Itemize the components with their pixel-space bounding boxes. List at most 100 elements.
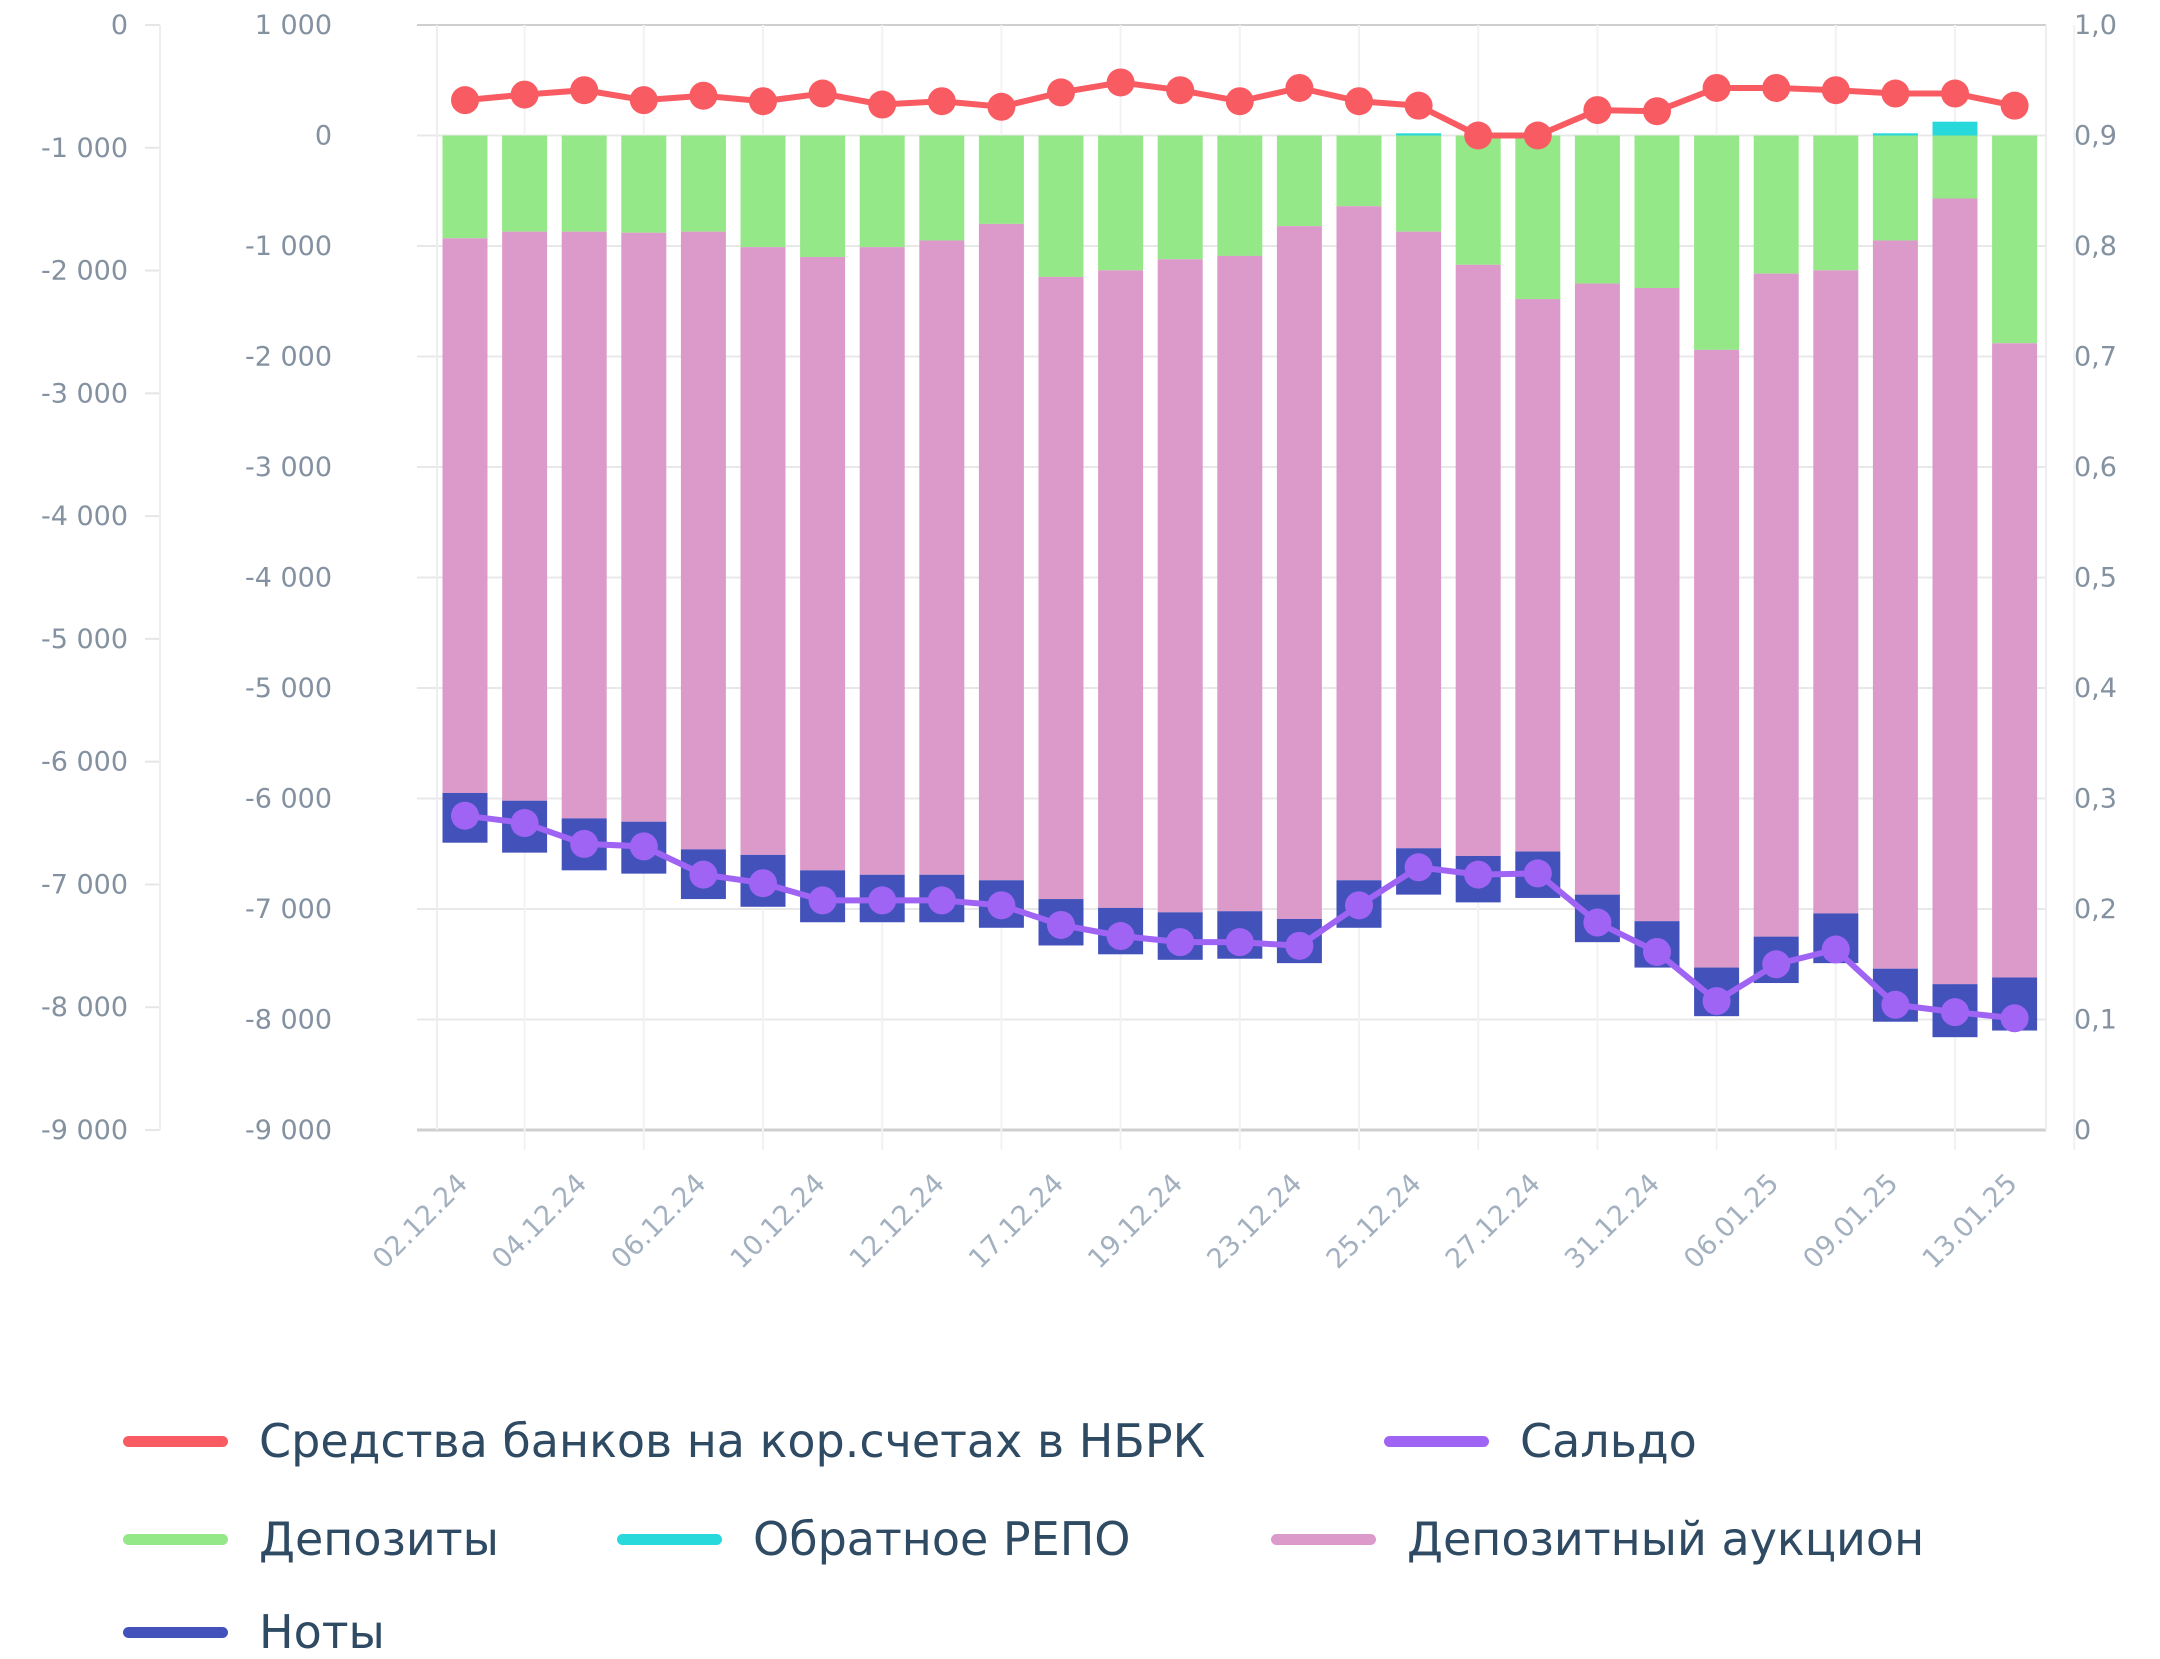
- point-Средства банков на кор.счетах в НБРК[interactable]: [1345, 87, 1373, 116]
- point-Средства банков на кор.счетах в НБРК[interactable]: [1881, 79, 1910, 108]
- bar-Депозитный аукцион[interactable]: [1694, 349, 1740, 968]
- bar-Депозитный аукцион[interactable]: [1932, 198, 1978, 985]
- point-Сальдо[interactable]: [868, 886, 897, 915]
- point-Средства банков на кор.счетах в НБРК[interactable]: [1941, 79, 1969, 108]
- point-Средства банков на кор.счетах в НБРК[interactable]: [1225, 87, 1254, 116]
- bar-Депозитный аукцион[interactable]: [740, 247, 786, 855]
- legend-item-label[interactable]: Сальдо: [1520, 1414, 1697, 1468]
- bar-Депозитный аукцион[interactable]: [1276, 226, 1322, 919]
- bar-Депозиты[interactable]: [680, 135, 726, 232]
- point-Средства банков на кор.счетах в НБРК[interactable]: [2000, 91, 2029, 120]
- point-Сальдо[interactable]: [1941, 998, 1969, 1027]
- bar-Депозиты[interactable]: [621, 135, 667, 233]
- bar-Депозитный аукцион[interactable]: [1574, 283, 1620, 895]
- point-Сальдо[interactable]: [1166, 928, 1195, 957]
- point-Сальдо[interactable]: [1225, 928, 1254, 957]
- bar-Депозитный аукцион[interactable]: [919, 240, 965, 875]
- bar-Депозитный аукцион[interactable]: [1872, 240, 1918, 969]
- bar-Депозиты[interactable]: [1396, 135, 1442, 232]
- bar-Депозиты[interactable]: [1932, 135, 1978, 199]
- bar-Депозитный аукцион[interactable]: [800, 257, 846, 871]
- point-Средства банков на кор.счетах в НБРК[interactable]: [1285, 73, 1314, 102]
- bar-Депозитный аукцион[interactable]: [1038, 276, 1084, 900]
- point-Средства банков на кор.счетах в НБРК[interactable]: [808, 79, 837, 108]
- point-Средства банков на кор.счетах в НБРК[interactable]: [689, 81, 718, 110]
- point-Сальдо[interactable]: [749, 869, 777, 898]
- point-Сальдо[interactable]: [1047, 910, 1075, 939]
- bar-Депозиты[interactable]: [1098, 135, 1144, 271]
- bar-Депозитный аукцион[interactable]: [1455, 264, 1501, 856]
- bar-Депозиты[interactable]: [1455, 135, 1501, 265]
- bar-Депозиты[interactable]: [1276, 135, 1322, 227]
- bar-Депозитный аукцион[interactable]: [1217, 255, 1263, 912]
- legend-item-label[interactable]: Ноты: [259, 1605, 385, 1659]
- point-Сальдо[interactable]: [1285, 931, 1314, 960]
- point-Средства банков на кор.счетах в НБРК[interactable]: [1702, 73, 1731, 102]
- bar-Депозитный аукцион[interactable]: [1157, 259, 1203, 913]
- bar-Депозиты[interactable]: [1813, 135, 1859, 271]
- point-Средства банков на кор.счетах в НБРК[interactable]: [1643, 97, 1671, 126]
- point-Сальдо[interactable]: [808, 886, 837, 915]
- bar-Депозиты[interactable]: [1753, 135, 1799, 274]
- bar-Депозитный аукцион[interactable]: [680, 231, 726, 850]
- bar-Депозиты[interactable]: [859, 135, 905, 248]
- bar-Депозитный аукцион[interactable]: [1098, 270, 1144, 908]
- bar-Депозитный аукцион[interactable]: [978, 223, 1024, 881]
- bar-Депозиты[interactable]: [919, 135, 965, 241]
- bar-Депозитный аукцион[interactable]: [1813, 270, 1859, 914]
- point-Средства банков на кор.счетах в НБРК[interactable]: [1821, 76, 1850, 105]
- point-Сальдо[interactable]: [1702, 987, 1731, 1016]
- point-Сальдо[interactable]: [1643, 937, 1671, 966]
- point-Сальдо[interactable]: [451, 801, 479, 830]
- bar-Депозиты[interactable]: [1217, 135, 1263, 256]
- bar-Депозиты[interactable]: [740, 135, 786, 248]
- legend-item-label[interactable]: Обратное РЕПО: [753, 1512, 1131, 1566]
- bar-Депозиты[interactable]: [1515, 135, 1561, 300]
- point-Средства банков на кор.счетах в НБРК[interactable]: [1166, 76, 1195, 105]
- bar-Депозиты[interactable]: [1336, 135, 1382, 207]
- point-Сальдо[interactable]: [927, 886, 956, 915]
- bar-Депозитный аукцион[interactable]: [561, 231, 607, 819]
- bar-Депозиты[interactable]: [1872, 135, 1918, 241]
- point-Средства банков на кор.счетах в НБРК[interactable]: [1583, 96, 1612, 125]
- bar-Депозиты[interactable]: [561, 135, 607, 232]
- point-Сальдо[interactable]: [2000, 1004, 2029, 1033]
- legend-item-label[interactable]: Депозитный аукцион: [1407, 1512, 1925, 1566]
- point-Сальдо[interactable]: [510, 809, 539, 838]
- bar-Депозитный аукцион[interactable]: [502, 231, 548, 801]
- point-Сальдо[interactable]: [1106, 922, 1135, 951]
- bar-Депозитный аукцион[interactable]: [1515, 299, 1561, 852]
- point-Средства банков на кор.счетах в НБРК[interactable]: [1762, 73, 1791, 102]
- point-Сальдо[interactable]: [1821, 935, 1850, 964]
- bar-Депозитный аукцион[interactable]: [1396, 231, 1442, 849]
- bar-Депозиты[interactable]: [1574, 135, 1620, 284]
- point-Сальдо[interactable]: [1404, 853, 1433, 882]
- bar-Депозитный аукцион[interactable]: [1336, 206, 1382, 881]
- point-Средства банков на кор.счетах в НБРК[interactable]: [1404, 91, 1433, 120]
- bar-Депозиты[interactable]: [1992, 135, 2038, 344]
- point-Сальдо[interactable]: [987, 891, 1016, 920]
- bar-Депозиты[interactable]: [1157, 135, 1203, 260]
- bar-Депозитный аукцион[interactable]: [621, 232, 667, 822]
- point-Сальдо[interactable]: [1345, 891, 1373, 920]
- point-Средства банков на кор.счетах в НБРК[interactable]: [1047, 78, 1075, 107]
- bar-Депозиты[interactable]: [1694, 135, 1740, 350]
- point-Средства банков на кор.счетах в НБРК[interactable]: [1464, 121, 1493, 150]
- point-Сальдо[interactable]: [1762, 950, 1791, 979]
- bar-Обратное РЕПО[interactable]: [1932, 121, 1978, 136]
- bar-Депозиты[interactable]: [502, 135, 548, 232]
- bar-Обратное РЕПО[interactable]: [1872, 133, 1918, 136]
- bar-Депозитный аукцион[interactable]: [1992, 343, 2038, 978]
- point-Средства банков на кор.счетах в НБРК[interactable]: [629, 86, 658, 115]
- bar-Депозитный аукцион[interactable]: [1634, 287, 1680, 922]
- point-Сальдо[interactable]: [1583, 908, 1612, 937]
- point-Средства банков на кор.счетах в НБРК[interactable]: [868, 90, 897, 119]
- point-Сальдо[interactable]: [1881, 990, 1910, 1019]
- point-Сальдо[interactable]: [689, 860, 718, 889]
- point-Средства банков на кор.счетах в НБРК[interactable]: [510, 80, 539, 109]
- legend-item-label[interactable]: Депозиты: [259, 1512, 499, 1566]
- bar-Депозитный аукцион[interactable]: [442, 238, 488, 793]
- bar-Обратное РЕПО[interactable]: [1396, 133, 1442, 136]
- bar-Депозиты[interactable]: [1038, 135, 1084, 277]
- point-Средства банков на кор.счетах в НБРК[interactable]: [1106, 68, 1135, 97]
